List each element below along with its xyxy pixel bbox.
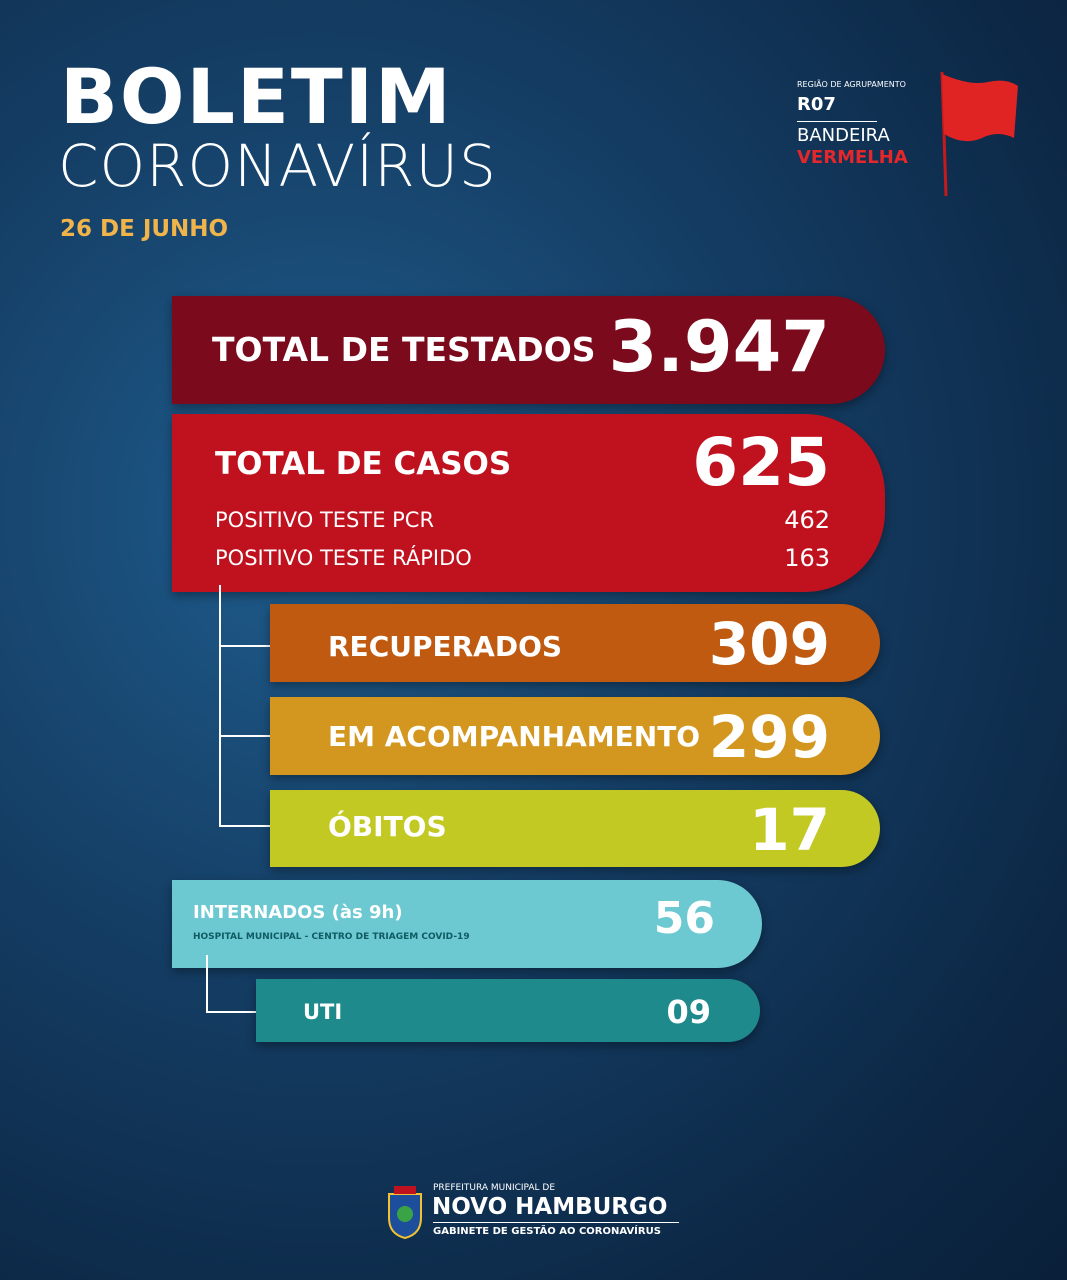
pcr-value: 462 [784, 506, 830, 534]
connector [206, 1011, 292, 1013]
recovered-bar [270, 604, 880, 682]
flag-line2: VERMELHA [797, 147, 908, 168]
tested-bar [172, 296, 885, 404]
deaths-bar [270, 790, 880, 867]
subtitle: CORONAVÍRUS [58, 132, 497, 200]
region-label: REGIÃO DE AGRUPAMENTO [797, 80, 906, 89]
monitoring-value: 299 [708, 703, 830, 771]
recovered-value: 309 [708, 610, 830, 678]
footer-name: NOVO HAMBURGO [432, 1194, 668, 1220]
tested-label: TOTAL DE TESTADOS [212, 330, 596, 369]
deaths-value: 17 [749, 796, 830, 864]
recovered-label: RECUPERADOS [328, 630, 563, 663]
title: BOLETIM [60, 52, 453, 141]
icu-bar [256, 979, 760, 1042]
connector [219, 825, 307, 827]
monitoring-bar [270, 697, 880, 775]
hospitalized-bar [172, 880, 762, 968]
cases-label: TOTAL DE CASOS [215, 446, 512, 482]
icu-value: 09 [666, 993, 711, 1031]
connector [219, 585, 221, 827]
divider [433, 1222, 679, 1223]
region-code: R07 [797, 94, 836, 115]
hospitalized-sublabel: HOSPITAL MUNICIPAL - CENTRO DE TRIAGEM C… [193, 932, 470, 942]
rapid-label: POSITIVO TESTE RÁPIDO [215, 546, 472, 570]
hospitalized-value: 56 [653, 893, 715, 944]
cases-value: 625 [692, 424, 830, 501]
connector [206, 955, 208, 1013]
date: 26 DE JUNHO [60, 216, 229, 242]
flag-line1: BANDEIRA [797, 125, 890, 146]
hospitalized-label: INTERNADOS (às 9h) [193, 902, 403, 923]
deaths-label: ÓBITOS [328, 810, 447, 843]
cases-bar [172, 414, 885, 592]
footer-line1: PREFEITURA MUNICIPAL DE [433, 1183, 556, 1193]
divider [797, 121, 877, 122]
connector [219, 735, 307, 737]
rapid-value: 163 [784, 544, 830, 572]
connector [219, 645, 307, 647]
tested-value: 3.947 [608, 306, 830, 388]
monitoring-label: EM ACOMPANHAMENTO [328, 720, 701, 753]
pcr-label: POSITIVO TESTE PCR [215, 508, 435, 532]
flag-icon [940, 71, 1018, 197]
city-logo [388, 1186, 422, 1240]
footer-line2: GABINETE DE GESTÃO AO CORONAVÍRUS [433, 1226, 661, 1237]
icu-label: UTI [303, 1000, 343, 1024]
